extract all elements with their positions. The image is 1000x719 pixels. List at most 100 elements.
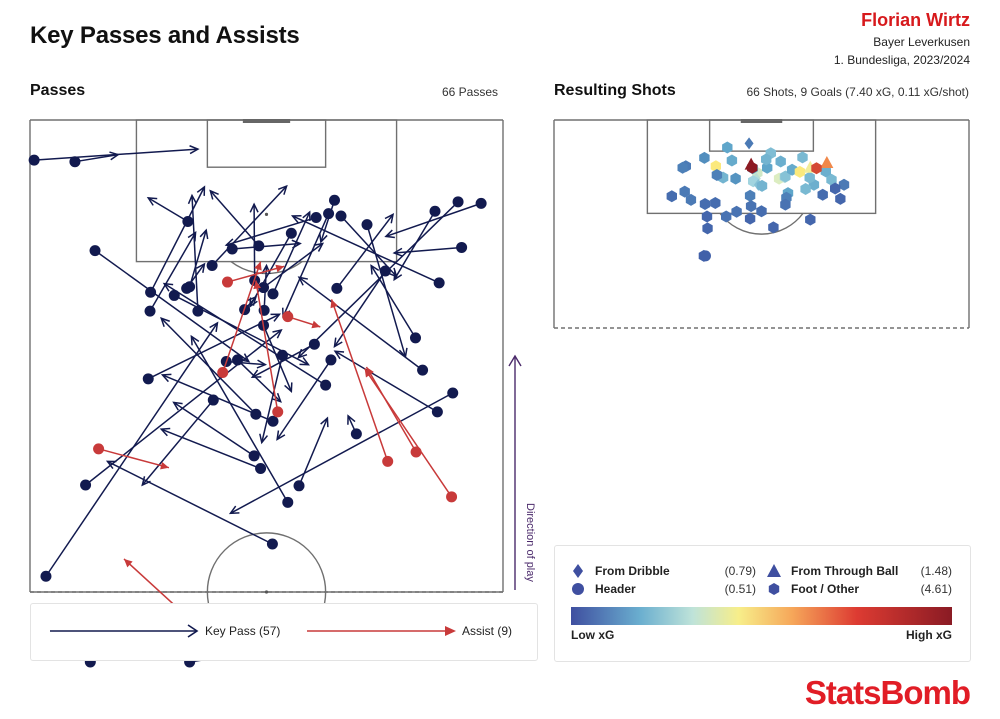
key-pass-arrow-origin [429,205,441,217]
shot-marker-foot [701,210,713,223]
key-pass-arrow [370,264,421,344]
shot-marker-foot [747,161,758,174]
shot-marker-foot [805,213,816,226]
key-pass-arrow-origin [323,208,335,220]
shot-penalty-arc [719,212,804,235]
assist-arrow-head [160,461,169,470]
key-pass-arrow [142,313,282,385]
key-pass-arrow-origin [145,286,157,298]
shot-marker-foot [826,173,837,186]
shot-marker-foot [702,222,713,235]
key-pass-arrow [141,394,219,487]
key-pass-arrow-head [272,328,283,339]
key-pass-arrow [361,219,408,359]
key-pass-arrow-line [297,201,459,359]
key-pass-arrow-head [370,264,380,275]
key-pass-arrow [333,350,443,418]
shot-goal [740,119,783,123]
key-pass-arrow-origin [431,406,443,418]
key-pass-arrow [297,276,429,376]
key-pass-arrow [172,401,260,462]
shot-marker-foot [726,154,738,167]
assist-arrow-line [255,280,279,412]
key-pass-arrow-head [209,189,219,200]
key-pass-arrow-line [370,265,417,339]
foot-legend-label: Foot / Other [791,582,859,596]
shot-marker-foot [756,179,768,192]
key-pass-arrow-origin [433,277,445,289]
assist-legend-label: Assist (9) [462,624,513,638]
key-pass-arrow-origin [248,450,260,462]
key-pass-arrow-line [282,213,330,317]
key-pass-arrow-line [298,276,424,371]
key-pass-arrow [209,189,265,252]
key-pass-arrow-head [109,151,120,161]
key-pass-arrow-origin [456,241,468,253]
shot-marker-foot [835,192,846,205]
shot-marker-foot [744,212,756,225]
key-pass-arrow-line [230,392,454,514]
shot-marker-foot [830,182,841,195]
key-pass-arrow-line [107,460,273,545]
key-pass-arrow-origin [253,240,265,252]
key-pass-arrow-origin [69,156,81,168]
key-pass-arrow [331,213,395,294]
shots-summary: 66 Shots, 9 Goals (7.40 xG, 0.11 xG/shot… [746,85,969,99]
assist-arrow [282,311,321,329]
shot-marker-foot [679,185,690,198]
assist-arrow-origin [282,311,294,323]
key-pass-arrow-origin [207,394,219,406]
key-pass-arrow-head [318,232,328,244]
key-pass-arrow-head [160,317,170,328]
key-pass-arrow-line [163,282,327,386]
key-pass-arrow [250,338,320,379]
assist-arrow-line [98,448,170,469]
key-pass-arrow-line [173,294,309,366]
key-pass-arrow-head [159,427,171,437]
key-pass-arrow [267,210,311,300]
chart-title: Key Passes and Assists [30,22,300,49]
foot-legend-icon [768,583,780,595]
key-pass-arrow-head [320,416,329,428]
key-pass-arrow [145,185,206,298]
key-pass-arrow-line [251,343,315,378]
key-pass-arrow-head [398,347,408,359]
key-pass-arrow-line [385,202,482,238]
key-pass-arrow-origin [379,265,391,277]
key-pass-arrow-line [320,200,336,243]
key-pass-arrow [190,334,294,508]
key-pass-arrow-line [232,242,301,250]
key-pass-arrow-line [298,417,329,487]
shot-marker-foot [780,198,791,211]
key-pass-arrow-line [160,428,261,470]
assist-arrow [221,264,285,288]
shot-marker-foot [838,178,850,191]
key-pass-arrow [392,241,468,257]
assist-arrow [93,443,170,470]
key-pass-arrow-origin [181,282,193,294]
key-pass-arrow-line [94,249,250,363]
key-pass-arrow-line [147,313,280,380]
assist-arrow-origin [446,491,458,503]
competition-label: 1. Bundesliga, 2023/2024 [833,53,970,67]
assist-arrow-head [364,368,373,378]
shot-marker-foot [722,141,733,154]
passes-panel-title: Passes [30,82,86,99]
key-pass-arrow-head [187,193,197,205]
key-pass-arrow-head [277,184,288,195]
assist-arrow-origin [217,367,229,379]
dribble-legend-value: (0.79) [724,564,756,578]
key-pass-arrow-head [313,242,325,252]
key-pass-legend-arrowhead [187,624,199,638]
key-pass-arrow-head [249,202,259,213]
through-ball-legend-value: (1.48) [920,564,952,578]
assist-arrow-line [222,261,262,373]
key-pass-arrow-origin [89,245,101,257]
key-pass-arrow-origin [293,480,305,492]
assist-arrow-line [330,299,389,462]
key-pass-arrow-head [146,196,158,206]
key-pass-arrow-head [392,247,403,257]
key-pass-arrow-head [297,348,308,359]
key-pass-arrow-origin [266,538,278,550]
